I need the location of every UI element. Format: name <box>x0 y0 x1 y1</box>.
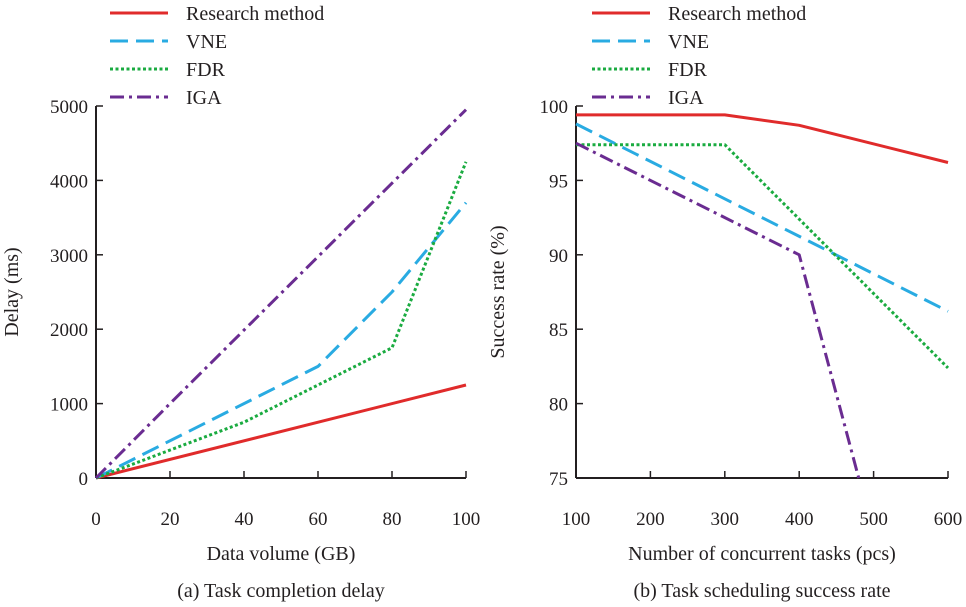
legend-label: FDR <box>668 59 708 81</box>
series-line-iga <box>94 108 468 480</box>
y-axis-label-a: Delay (ms) <box>1 247 23 336</box>
x-tick-label: 20 <box>161 509 180 530</box>
legend-label: IGA <box>668 87 704 109</box>
legend-label: IGA <box>186 87 222 109</box>
series-line-iga <box>575 141 861 479</box>
y-tick-label: 5000 <box>50 97 88 118</box>
series-line-fdr <box>576 143 950 369</box>
y-tick-label: 4000 <box>50 171 88 192</box>
x-tick-label: 40 <box>235 509 254 530</box>
chart-panel-a: 0 1000 2000 3000 4000 5000 0 20 40 60 80 100 Delay (… <box>1 3 480 602</box>
legend-label: VNE <box>668 31 709 53</box>
x-axis-label-a: Data volume (GB) <box>207 543 356 565</box>
x-tick-label: 100 <box>562 509 591 530</box>
y-axis-label-b: Success rate (%) <box>487 225 509 358</box>
y-tick-label: 0 <box>79 469 89 490</box>
y-tick-label: 2000 <box>50 320 88 341</box>
series-line-research-method <box>576 113 949 164</box>
x-axis-label-b: Number of concurrent tasks (pcs) <box>628 543 896 565</box>
panel-caption-b: (b) Task scheduling success rate <box>633 580 890 602</box>
x-tick-label: 0 <box>91 509 101 530</box>
legend-label: Research method <box>186 3 324 25</box>
chart-panel-b: 75 80 85 90 95 100 100 200 300 400 500 600 Success r… <box>487 3 962 602</box>
y-tick-label: 75 <box>549 469 568 490</box>
legend-label: VNE <box>186 31 227 53</box>
x-tick-label: 80 <box>383 509 402 530</box>
x-tick-label: 600 <box>934 509 963 530</box>
panel-caption-a: (a) Task completion delay <box>177 580 385 602</box>
y-tick-label: 90 <box>549 246 568 267</box>
series-line-research-method <box>95 383 467 480</box>
x-tick-label: 500 <box>859 509 888 530</box>
x-tick-label: 100 <box>452 509 481 530</box>
y-tick-label: 80 <box>549 395 568 416</box>
x-tick-label: 300 <box>711 509 740 530</box>
x-tick-label: 400 <box>785 509 814 530</box>
legend-label: FDR <box>186 59 226 81</box>
x-tick-label: 60 <box>309 509 328 530</box>
y-tick-label: 3000 <box>50 246 88 267</box>
y-tick-label: 85 <box>549 320 568 341</box>
y-tick-label: 95 <box>549 171 568 192</box>
y-tick-label: 1000 <box>50 395 88 416</box>
legend-label: Research method <box>668 3 806 25</box>
series-line-vne <box>575 122 949 313</box>
y-tick-label: 100 <box>540 97 569 118</box>
x-tick-label: 200 <box>636 509 665 530</box>
series-line-fdr <box>95 161 468 480</box>
series-line-vne <box>95 201 468 480</box>
